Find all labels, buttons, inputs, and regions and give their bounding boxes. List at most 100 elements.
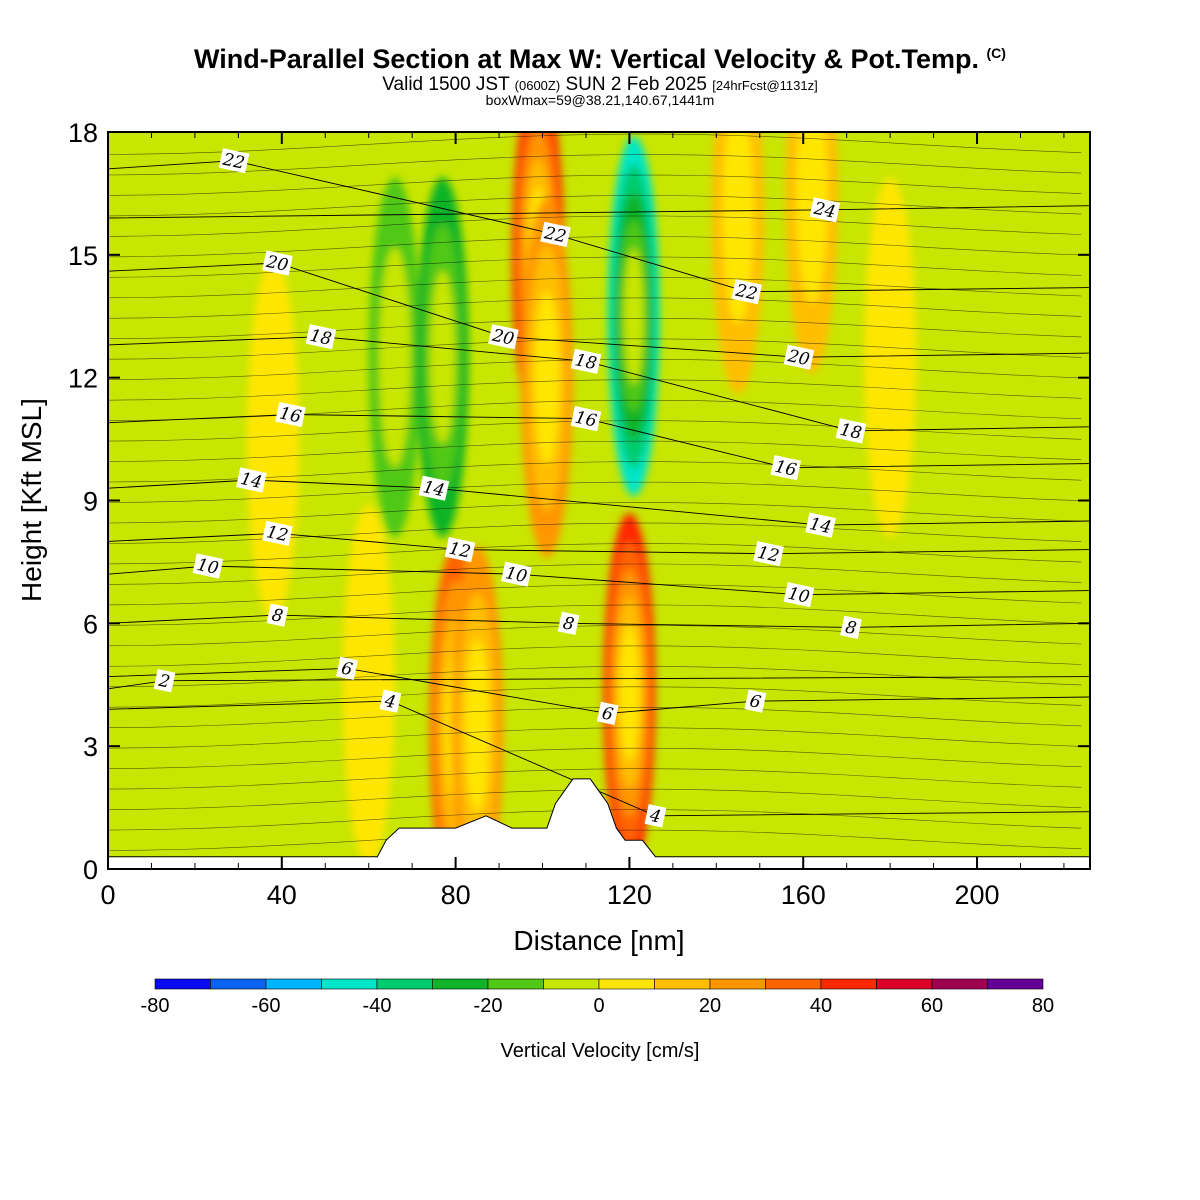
contour-label-text: 16 [573,408,598,432]
contour-label-bg [557,611,580,635]
theta-contour-minor [108,563,1082,585]
colorbar-tick-label: 80 [1032,995,1054,1017]
contour-label: 20 [783,344,815,370]
contour-label: 4 [379,689,402,713]
contour-labels: 2220181614121086422220181614121086424222… [153,148,867,828]
contour-label: 2 [153,669,176,693]
contour-label-bg [770,455,802,481]
terrain-shape [107,778,1091,870]
contour-label: 6 [596,701,619,726]
theta-contour-minor [108,543,1082,565]
contour-label-text: 12 [447,539,472,563]
contour-label: 20 [488,324,519,350]
contour-label-text: 8 [561,613,576,635]
theta-contour-minor [108,195,1082,217]
theta-contour-minor [108,747,1082,770]
velocity-cell [429,270,456,444]
velocity-cell [342,504,395,865]
contour-label-bg [192,553,224,579]
contour-label: 18 [570,348,602,374]
colorbar-swatch [820,978,877,990]
contour-label-bg [809,197,841,223]
y-tick-label: 3 [83,732,98,762]
contour-label: 6 [744,689,767,713]
y-tick-label: 0 [83,855,98,885]
contour-label-bg [218,148,250,174]
contour-label-text: 4 [647,806,663,828]
theta-contour-minor [108,133,1082,155]
colorbar-tick-label: 40 [810,995,832,1017]
contour-label: 14 [418,475,450,501]
contour-label-bg [570,348,602,374]
contour-label-bg [644,804,667,828]
x-tick-label: 0 [100,880,115,910]
contour-label: 22 [731,279,762,305]
velocity-cell [623,248,644,385]
contour-label-text: 8 [270,605,285,627]
contour-label-bg [840,615,862,640]
contour-label: 18 [305,324,337,350]
contour-label: 22 [218,148,250,174]
contour-label-text: 14 [239,469,264,493]
contour-label: 16 [570,406,602,432]
contour-label: 8 [557,611,580,635]
contour-label-bg [488,324,519,350]
chart-valid-time: Valid 1500 JST (0600Z) SUN 2 Feb 2025 [2… [382,74,818,95]
contour-label-text: 22 [733,280,759,304]
theta-contour-minor [108,215,1082,237]
colorbar-swatch [987,978,1044,990]
contour-label-text: 24 [811,199,837,223]
theta-contour-minor [108,236,1082,258]
contour-label: 10 [192,553,224,579]
velocity-cell [247,259,300,620]
colorbar: -80 -60 -40 -20 0 20 40 60 80 [141,978,1054,1017]
theta-contour-minor [108,440,1082,462]
contour-label: 14 [805,512,836,538]
theta-contour-minor [108,317,1082,340]
contour-label-bg [379,689,402,713]
theta-contour-minor [108,604,1082,626]
contour-label-bg [262,520,293,546]
colorbar-tick-label: -20 [474,995,503,1017]
contour-label: 12 [444,537,476,563]
contour-label-text: 6 [600,703,615,725]
colorbar-swatch [598,978,655,990]
contour-label-text: 2 [156,671,172,693]
contour-label-text: 12 [265,522,290,546]
x-tick-label: 40 [267,880,297,910]
terrain-profile [107,778,1091,870]
colorbar-swatch [154,978,211,990]
colorbar-swatch [432,978,489,990]
colorbar-swatch [876,978,933,990]
contour-label-bg [501,561,532,587]
chart-subtitle: boxWmax=59@38.21,140.67,1441m [485,92,715,108]
contour-label-text: 16 [773,457,798,481]
x-axis-label: Distance [nm] [513,925,684,956]
colorbar-swatch [765,978,822,990]
contour-label-bg [266,603,289,627]
theta-contour-minor [108,338,1082,360]
contour-label-text: 14 [808,514,833,538]
contour-label-bg [596,701,619,726]
contour-label-text: 18 [573,350,598,374]
contour-label-text: 22 [220,149,246,173]
contour-label-text: 16 [278,403,303,427]
theta-contour-minor [108,379,1082,401]
theta-contour-minor [108,706,1082,729]
colorbar-tick-label: -80 [141,995,170,1017]
contour-label-text: 20 [264,252,290,276]
colorbar-swatch [487,978,544,990]
colorbar-tick-label: -60 [252,995,281,1017]
colorbar-swatch [709,978,766,990]
contour-label-text: 10 [195,555,220,579]
y-tick-label: 6 [83,609,98,639]
velocity-cell [378,247,411,468]
colorbar-tick-label: 60 [921,995,943,1017]
velocity-cell [534,291,560,465]
velocity-cell [864,177,917,538]
y-tick-label: 15 [68,241,98,271]
contour-label-text: 8 [843,617,858,639]
theta-contour-minor [108,522,1082,544]
contour-label-bg [153,669,176,693]
